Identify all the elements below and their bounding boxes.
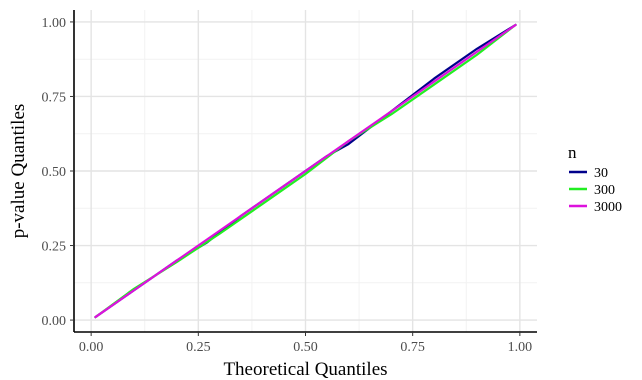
- series-layer: [94, 23, 517, 319]
- grid-major: [74, 10, 537, 332]
- y-tick-label: 1.00: [42, 16, 67, 31]
- y-tick-label: 0.75: [42, 90, 67, 105]
- y-tick-label: 0.25: [42, 240, 67, 255]
- y-tick-label: 0.50: [42, 165, 67, 180]
- legend: n 30 300 3000: [568, 143, 622, 215]
- x-tick-label: 0.50: [293, 340, 318, 355]
- y-axis-ticks: 0.00 0.25 0.50 0.75 1.00: [42, 16, 74, 329]
- x-tick-label: 0.25: [186, 340, 211, 355]
- y-axis-title: p-value Quantiles: [8, 104, 29, 239]
- x-tick-label: 0.00: [79, 340, 104, 355]
- x-tick-label: 1.00: [508, 340, 533, 355]
- y-tick-label: 0.00: [42, 314, 67, 329]
- x-tick-label: 0.75: [400, 340, 425, 355]
- series-line-3000: [94, 23, 517, 319]
- legend-label-3000: 3000: [594, 200, 622, 215]
- x-axis-ticks: 0.00 0.25 0.50 0.75 1.00: [79, 332, 532, 355]
- x-axis-title: Theoretical Quantiles: [223, 359, 387, 380]
- legend-label-30: 30: [594, 166, 608, 181]
- legend-label-300: 300: [594, 183, 615, 198]
- legend-title: n: [568, 143, 577, 162]
